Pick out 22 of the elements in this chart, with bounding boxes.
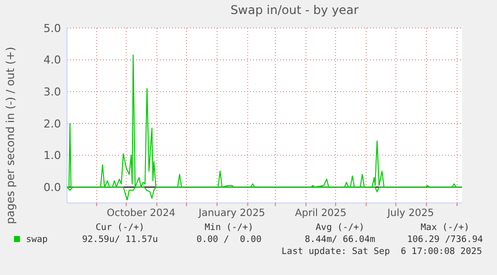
- y-tick-label: 3.0: [44, 85, 61, 98]
- chart-title: Swap in/out - by year: [230, 3, 359, 17]
- text: Last update: Sat Sep 6 17:00:08 2025: [282, 247, 482, 257]
- text: 0.00 / 0.00: [196, 235, 262, 245]
- text: 92.59u/ 11.57u: [82, 235, 158, 245]
- y-tick-label: 5.0: [44, 22, 61, 35]
- x-tick-label: April 2025: [295, 208, 347, 219]
- text: Max (-/+): [420, 223, 470, 233]
- legend-label: swap: [26, 235, 48, 245]
- y-axis-title: pages per second in (-) / out (+): [4, 46, 17, 224]
- text: Min (-/+): [204, 223, 254, 233]
- x-tick-label: July 2025: [386, 208, 434, 219]
- text: Cur (-/+): [96, 223, 144, 233]
- x-tick-label: January 2025: [198, 208, 266, 219]
- text: 8.44m/ 66.04m: [304, 235, 376, 245]
- text: Avg (-/+): [316, 223, 364, 233]
- y-tick-label: 1.0: [44, 149, 61, 162]
- y-tick-label: 0.0: [44, 180, 61, 194]
- y-tick-label: 4.0: [44, 54, 61, 67]
- text: 106.29 /736.94: [407, 235, 483, 245]
- y-tick-label: 2.0: [44, 117, 61, 130]
- x-tick-label: October 2024: [106, 208, 176, 219]
